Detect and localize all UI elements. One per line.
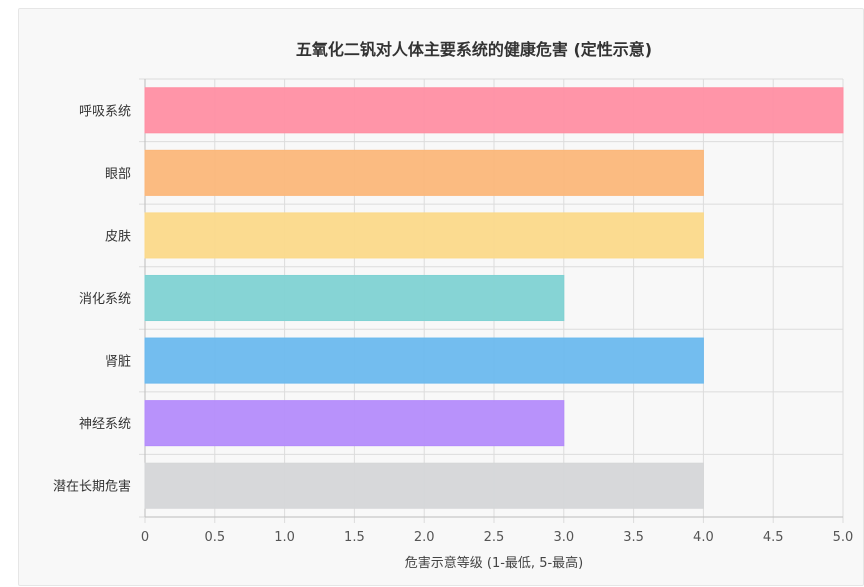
chart-title: 五氧化二钒对人体主要系统的健康危害 (定性示意) — [296, 40, 652, 59]
bars — [144, 87, 844, 509]
x-tick-label: 0 — [141, 530, 149, 545]
x-tick-label: 2.5 — [484, 530, 505, 545]
bar-3[interactable] — [144, 212, 704, 259]
bar-6[interactable] — [144, 400, 565, 447]
bar-4[interactable] — [144, 274, 565, 322]
bar-5[interactable] — [144, 337, 704, 384]
x-tick-label: 4.5 — [763, 530, 784, 545]
y-tick-label: 潜在长期危害 — [53, 479, 131, 495]
x-tick-label: 4.0 — [693, 530, 714, 545]
x-tick-label: 2.0 — [414, 530, 435, 545]
y-tick-label: 呼吸系统 — [79, 104, 131, 119]
x-tick-label: 3.0 — [553, 530, 574, 545]
bar-2[interactable] — [144, 149, 704, 196]
y-tick-label: 皮肤 — [105, 229, 131, 244]
y-tick-label: 肾脏 — [105, 355, 131, 370]
x-tick-label: 1.0 — [274, 530, 295, 545]
x-tick-label: 1.5 — [344, 530, 365, 545]
x-tick-label: 3.5 — [623, 530, 644, 545]
y-tick-label: 消化系统 — [79, 292, 131, 307]
y-tick-label: 眼部 — [105, 167, 131, 182]
x-tick-label: 5.0 — [833, 530, 854, 545]
bar-chart: 五氧化二钒对人体主要系统的健康危害 (定性示意) 呼吸系统眼部皮肤消化系统肾脏神… — [53, 40, 853, 571]
x-tick-labels: 0 0.5 1.0 1.5 2.0 2.5 3.0 3.5 4.0 4.5 5.0 — [141, 530, 853, 545]
chart-panel: 五氧化二钒对人体主要系统的健康危害 (定性示意) 呼吸系统眼部皮肤消化系统肾脏神… — [18, 8, 864, 586]
x-axis-label: 危害示意等级 (1-最低, 5-最高) — [405, 555, 583, 571]
bar-7[interactable] — [144, 462, 704, 509]
bar-1[interactable] — [144, 87, 844, 134]
x-tick-label: 0.5 — [204, 530, 225, 545]
y-tick-label: 神经系统 — [79, 417, 131, 432]
